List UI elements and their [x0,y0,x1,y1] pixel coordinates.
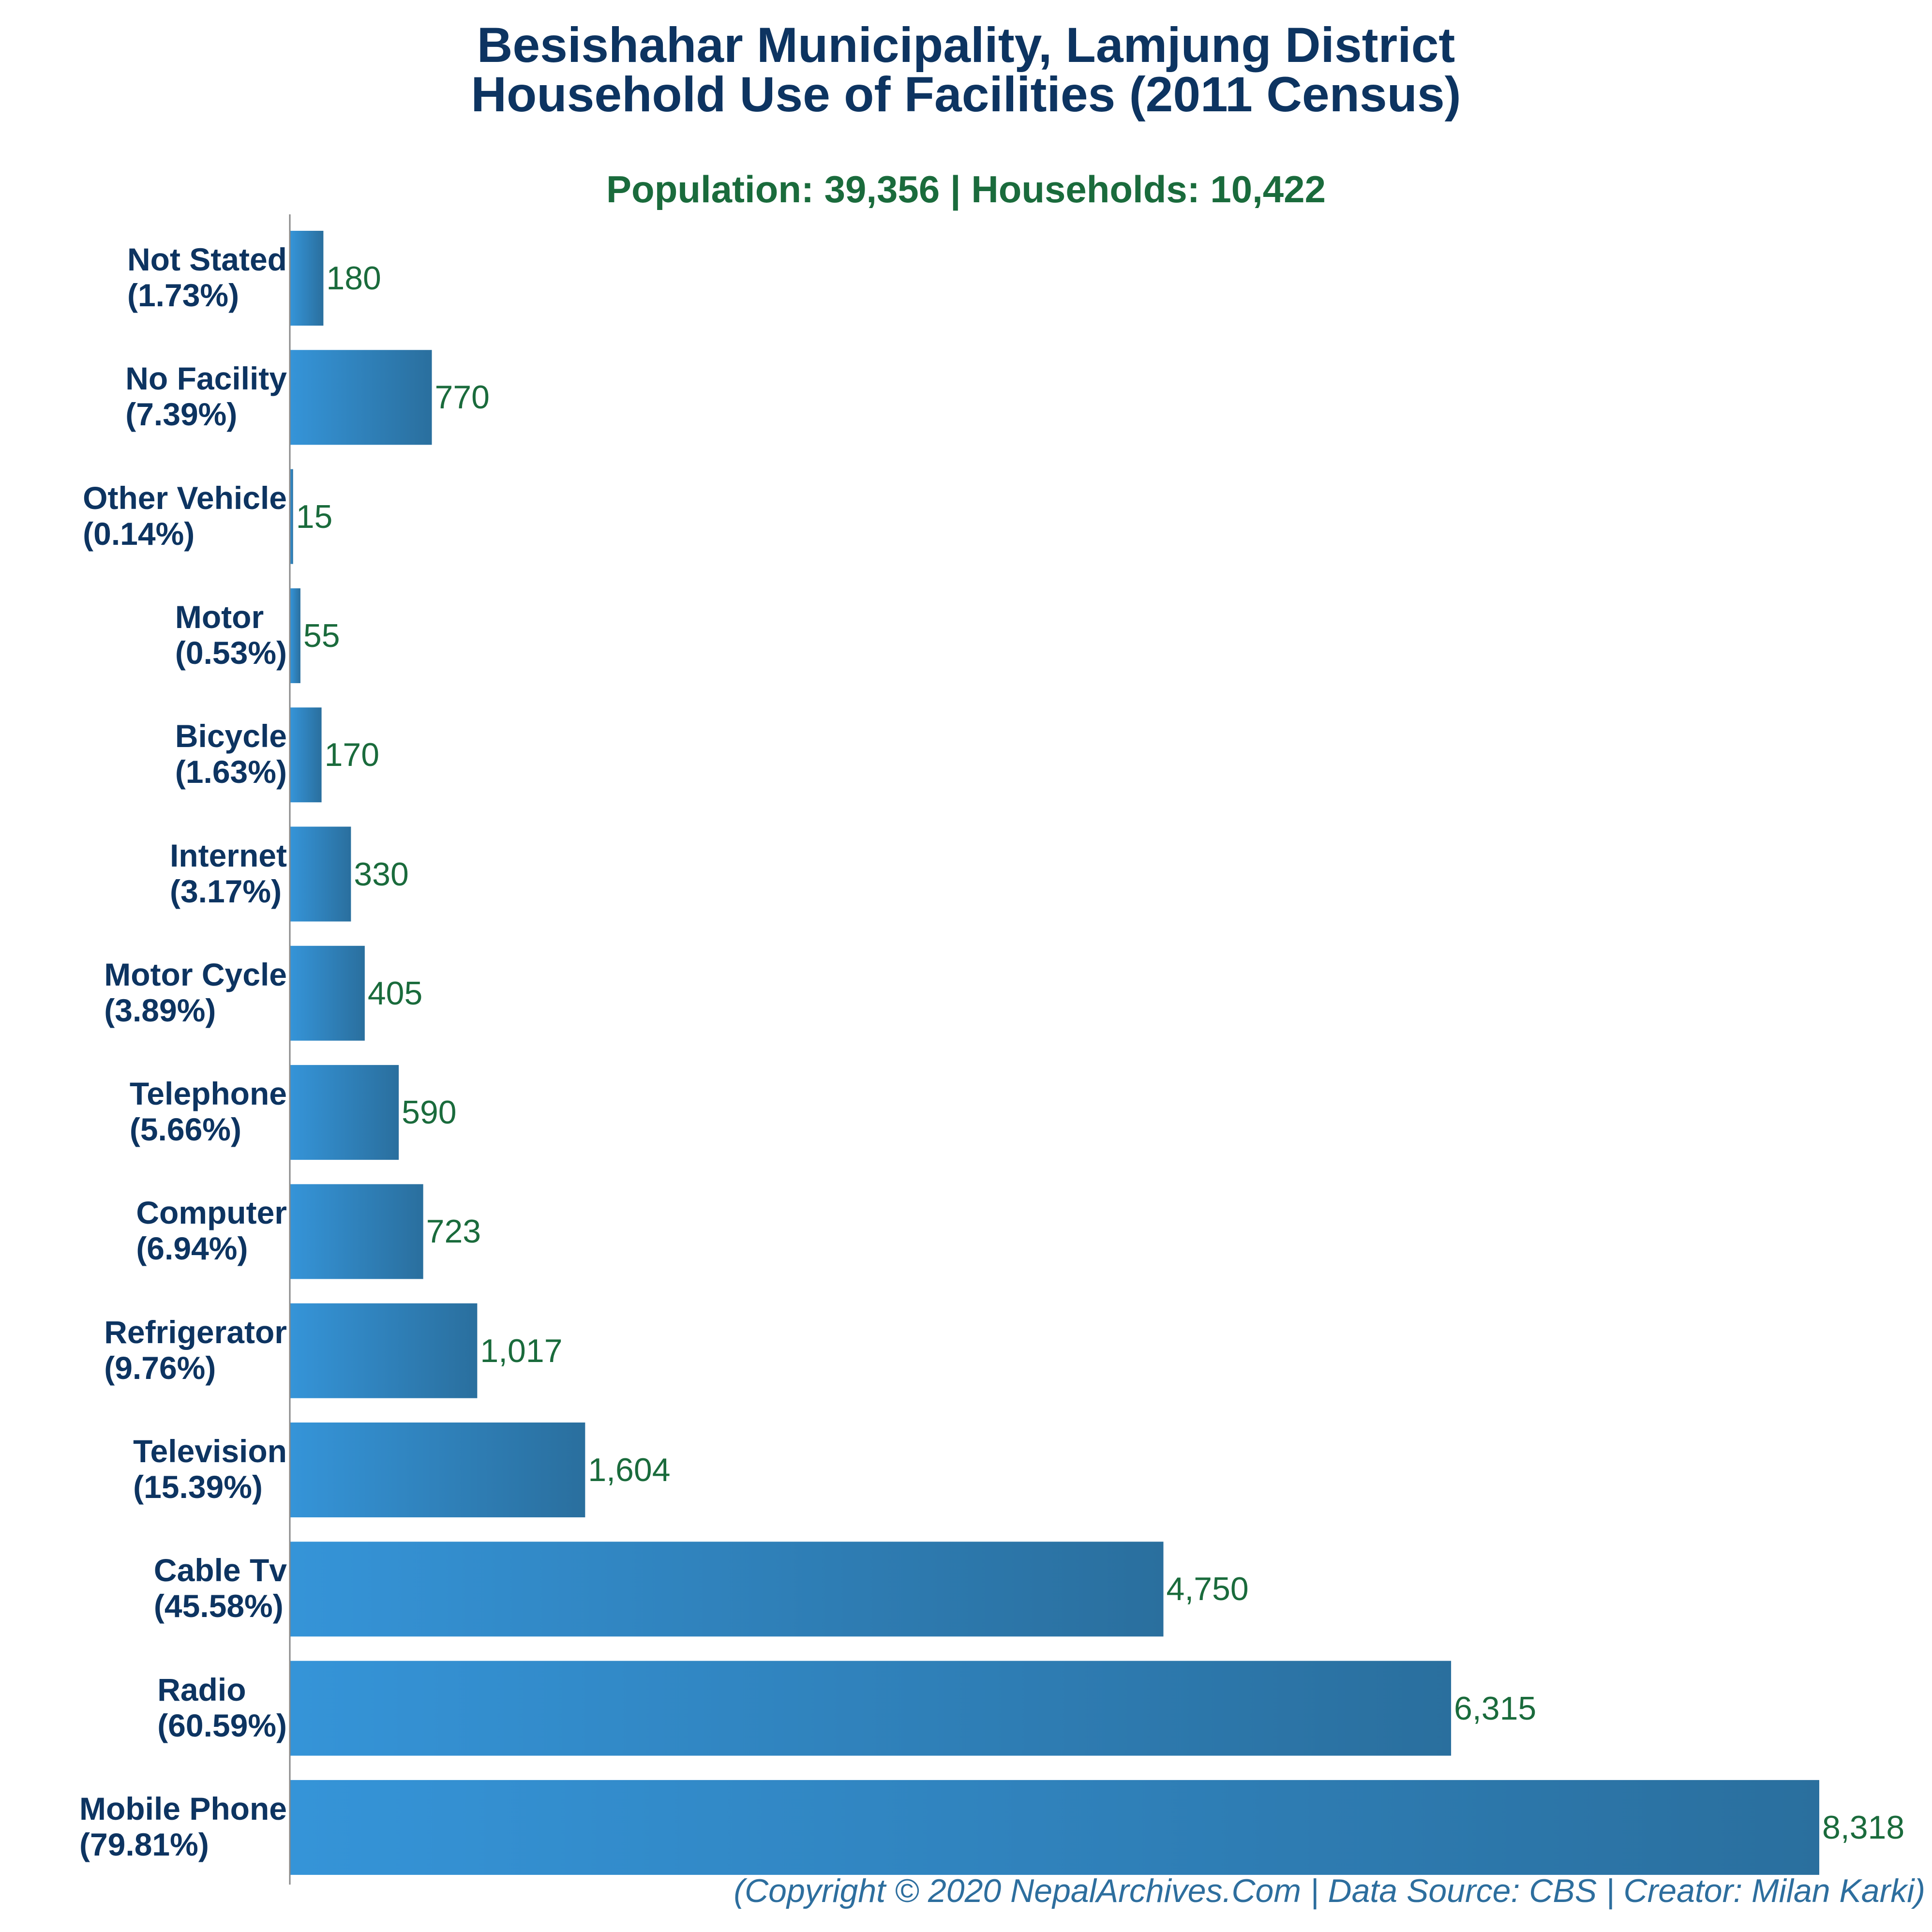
category-percent: (9.76%) [104,1349,216,1386]
bar-bicycle [290,707,322,803]
bar-no-facility [290,350,432,445]
category-percent: (6.94%) [136,1230,248,1267]
bars-group [290,231,1819,1875]
value-label: 1,604 [588,1452,671,1488]
category-percent: (15.39%) [133,1469,263,1505]
bar-cable-tv [290,1542,1164,1637]
category-percent: (3.17%) [169,873,282,909]
category-name: Television [133,1433,287,1469]
category-name: Bicycle [175,718,287,754]
category-percent: (3.89%) [104,992,216,1028]
category-name: Motor [175,599,264,635]
category-percent: (0.53%) [175,634,287,671]
category-percent: (5.66%) [129,1111,241,1148]
category-label: Not Stated (1.73%) [0,241,287,313]
category-name: Motor Cycle [104,956,287,992]
bar-internet [290,826,351,922]
category-name: Telephone [129,1076,287,1112]
value-label: 723 [426,1213,481,1250]
chart-title-line-1: Besishahar Municipality, Lamjung Distric… [477,17,1455,73]
value-label: 6,315 [1454,1690,1537,1727]
bar-radio [290,1661,1452,1756]
value-label: 330 [354,855,409,893]
bar-computer [290,1184,423,1279]
category-name: No Facility [125,360,287,397]
category-percent: (60.59%) [157,1707,287,1743]
category-label: Other Vehicle (0.14%) [0,480,287,552]
value-label: 590 [402,1094,457,1131]
value-label: 770 [434,379,490,416]
value-label: 55 [303,617,340,654]
value-label: 180 [326,260,381,297]
value-label: 15 [296,498,333,535]
category-label: Motor Cycle (3.89%) [0,957,287,1028]
bar-refrigerator [290,1303,478,1398]
category-name: Internet [169,837,287,873]
value-label: 405 [367,974,423,1012]
category-name: Refrigerator [104,1314,287,1350]
chart-subtitle: Population: 39,356 | Households: 10,422 [606,168,1326,210]
category-label: Cable Tv (45.58%) [0,1552,287,1624]
value-label: 8,318 [1822,1809,1905,1846]
value-label: 4,750 [1166,1571,1249,1608]
category-label: Telephone (5.66%) [0,1076,287,1147]
category-name: Not Stated [127,241,287,277]
bar-mobile-phone [290,1780,1819,1875]
category-name: Other Vehicle [83,479,287,516]
category-name: Mobile Phone [79,1790,287,1827]
bar-telephone [290,1065,399,1160]
category-name: Computer [136,1195,287,1231]
category-label: No Facility (7.39%) [0,360,287,432]
bar-television [290,1423,585,1517]
category-percent: (1.73%) [127,277,240,313]
category-label: Computer (6.94%) [0,1195,287,1266]
category-label: Refrigerator (9.76%) [0,1314,287,1386]
category-percent: (7.39%) [125,396,238,433]
chart-title-line-2: Household Use of Facilities (2011 Census… [471,67,1461,122]
bar-motor [290,588,300,683]
category-label: Television (15.39%) [0,1433,287,1505]
bar-other-vehicle [290,469,293,564]
bar-motor-cycle [290,945,365,1041]
category-percent: (0.14%) [83,515,195,552]
value-label: 170 [324,736,380,774]
bar-not-stated [290,231,324,326]
category-percent: (1.63%) [175,754,287,790]
category-label: Motor (0.53%) [0,599,287,671]
footer-credit: (Copyright © 2020 NepalArchives.Com | Da… [734,1872,1925,1909]
category-name: Cable Tv [153,1552,287,1588]
category-name: Radio [157,1671,246,1707]
category-label: Bicycle (1.63%) [0,718,287,790]
category-percent: (79.81%) [79,1826,209,1862]
value-label: 1,017 [480,1332,563,1369]
category-label: Mobile Phone (79.81%) [0,1791,287,1862]
category-label: Internet (3.17%) [0,838,287,909]
category-percent: (45.58%) [153,1588,284,1624]
category-label: Radio (60.59%) [0,1672,287,1743]
